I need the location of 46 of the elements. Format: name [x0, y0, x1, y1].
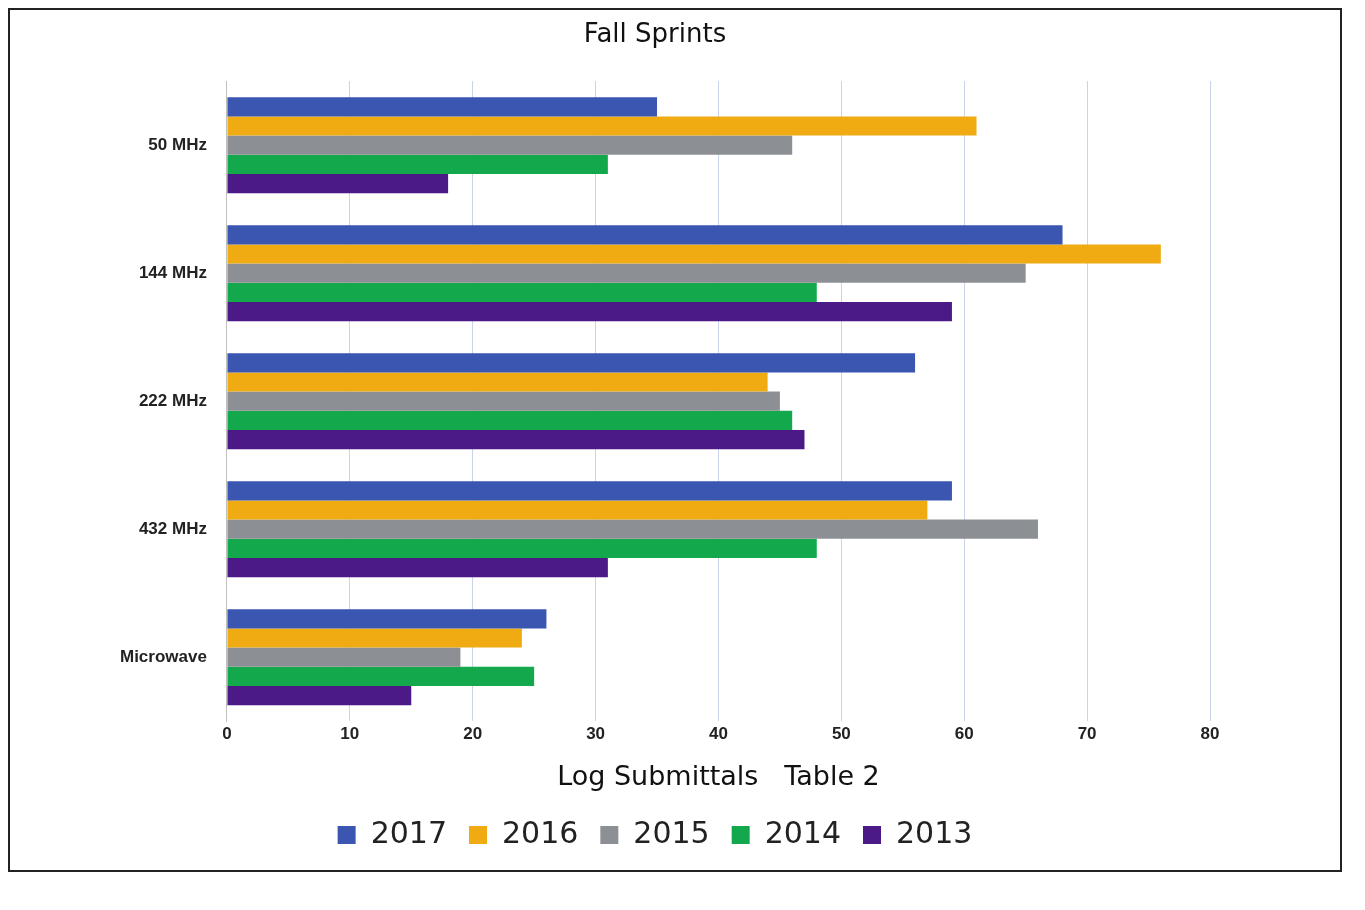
bar [227, 263, 1026, 283]
bar [227, 174, 449, 194]
bar [227, 302, 952, 322]
bar [227, 628, 522, 648]
bar [227, 609, 547, 629]
y-tick-label: 432 MHz [138, 518, 207, 538]
y-tick-label: 50 MHz [148, 134, 207, 154]
bar [227, 538, 817, 558]
x-tick-label: 10 [340, 724, 360, 744]
bar [227, 225, 1063, 245]
bar [227, 244, 1161, 264]
bar [227, 353, 916, 373]
bar [227, 666, 535, 686]
bar [227, 558, 608, 578]
y-tick-label: 222 MHz [138, 390, 207, 410]
legend-label: 2014 [764, 814, 842, 850]
bar [227, 481, 952, 501]
bar [227, 372, 768, 392]
bar [227, 391, 780, 411]
legend-label: 2016 [501, 814, 579, 850]
bar [227, 154, 608, 174]
bar [227, 97, 658, 117]
y-tick-label: Microwave [119, 646, 207, 666]
chart-title: Fall Sprints [583, 18, 727, 49]
legend-label: 2017 [370, 814, 447, 850]
bar [227, 135, 793, 155]
x-tick-label: 20 [463, 724, 483, 744]
x-tick-label: 40 [709, 724, 728, 744]
x-tick-label: 50 [831, 724, 851, 744]
x-axis-title: Log Submittals Table 2 [557, 759, 880, 791]
legend-label: 2015 [633, 814, 710, 850]
x-tick-label: 60 [954, 724, 974, 744]
bar [227, 410, 793, 430]
bar [227, 430, 805, 450]
bar [227, 686, 412, 706]
y-tick-label: 144 MHz [138, 262, 207, 282]
x-tick-label: 70 [1077, 724, 1097, 744]
bar [227, 519, 1038, 539]
bar [227, 647, 461, 667]
bar [227, 282, 817, 302]
bar [227, 116, 977, 136]
legend-label: 2013 [896, 814, 973, 850]
x-tick-label: 30 [586, 724, 606, 744]
bar [227, 500, 928, 520]
x-tick-label: 80 [1200, 724, 1220, 744]
x-tick-label: 0 [222, 724, 232, 744]
